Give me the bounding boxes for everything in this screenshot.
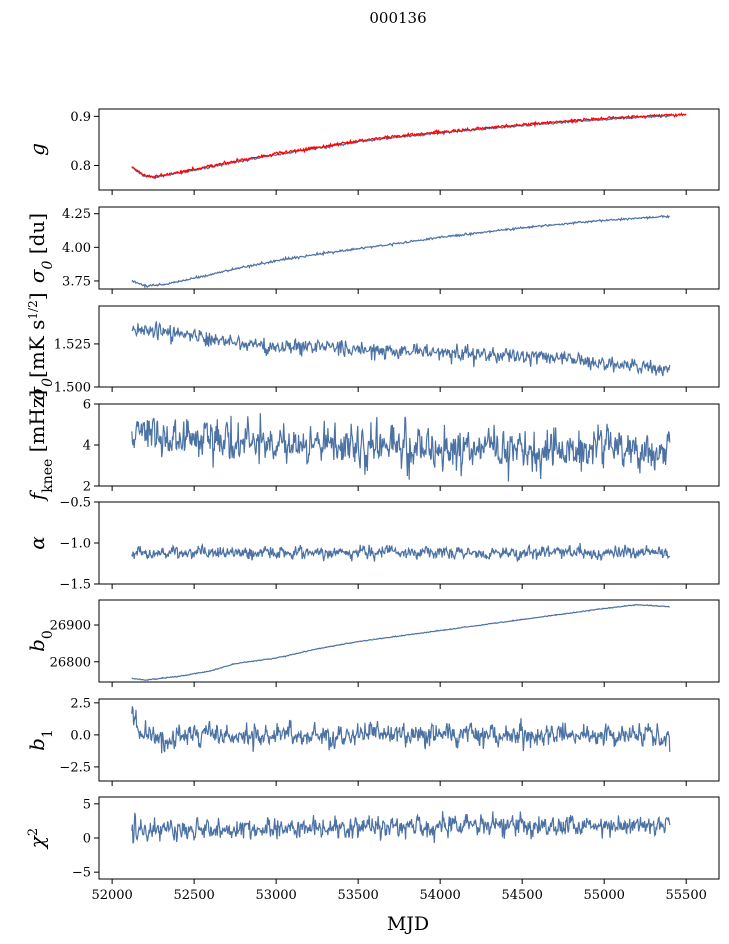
- y-tick-label-alpha: −1.5: [59, 578, 91, 593]
- y-tick-label-b1: 0.0: [70, 728, 91, 743]
- panels: 0.8 0.9 g 3.75 4.00 4.25 σ0 [du] 1.500 1.525σ0[m…: [25, 108, 720, 903]
- y-tick-label-fknee: 6: [83, 398, 91, 413]
- series-line-sigma0-du: [131, 214, 670, 289]
- x-tick-label: 52500: [173, 888, 214, 903]
- series-line-b1: [131, 706, 671, 754]
- y-tick-label-chi2: 0: [83, 832, 91, 847]
- y-tick-label-sigma0-du: 4.00: [62, 241, 91, 256]
- x-tick-label: 55000: [584, 888, 625, 903]
- x-tick-label: 54500: [501, 888, 542, 903]
- series-line-g-overlay: [131, 112, 687, 180]
- x-tick-label: 52000: [91, 888, 132, 903]
- y-tick-label-chi2: 5: [83, 797, 91, 812]
- panel-sigma0-du: 3.75 4.00 4.25 σ0 [du]: [25, 206, 720, 294]
- panel-fknee: 2 4 6 fknee [mHz]: [25, 390, 720, 502]
- axes-frame-sigma0-du: [98, 206, 720, 290]
- y-tick-label-chi2: −5: [72, 866, 91, 881]
- series-line-b0: [131, 604, 670, 682]
- series-line-alpha: [131, 542, 671, 563]
- axes-frame-g: [98, 108, 720, 191]
- y-tick-label-g: 0.8: [70, 159, 91, 174]
- y-tick-label-b1: −2.5: [59, 760, 91, 775]
- x-axis-label: MJD: [387, 913, 429, 935]
- y-axis-label-sigma0-mk: σ0[mK s1/2]: [25, 292, 56, 400]
- series-line-sigma0-mk: [131, 321, 671, 377]
- axes-frame-b0: [98, 599, 720, 683]
- x-tick-label: 53500: [337, 888, 378, 903]
- panel-g: 0.8 0.9 g: [25, 108, 720, 195]
- x-tick-label: 55500: [666, 888, 707, 903]
- y-tick-label-g: 0.9: [70, 110, 91, 125]
- x-tick-label: 54000: [419, 888, 460, 903]
- y-tick-label-alpha: −1.0: [59, 537, 91, 552]
- panel-alpha: −1.5 −1.0 −0.5 α: [25, 496, 720, 593]
- y-tick-label-b0: 26800: [50, 655, 91, 670]
- y-axis-label-b0: b0: [25, 630, 56, 652]
- figure-title: 000136: [369, 9, 426, 27]
- x-tick-label: 53000: [255, 888, 296, 903]
- axes-frame-sigma0-mk: [98, 305, 720, 388]
- y-tick-label-fknee: 2: [83, 480, 91, 495]
- series-line-chi2: [131, 811, 671, 844]
- y-tick-label-sigma0-mk: 1.500: [54, 381, 91, 396]
- axes-frame-alpha: [98, 501, 720, 585]
- y-axis-label-g: g: [25, 143, 49, 156]
- y-axis-label-fknee: fknee [mHz]: [25, 390, 56, 502]
- y-tick-label-alpha: −0.5: [59, 496, 91, 511]
- y-tick-label-sigma0-du: 4.25: [62, 207, 91, 222]
- panel-chi2: −5 0 5 52000 52500 53000 53500 54000 54500 55000 5…: [25, 796, 720, 903]
- y-axis-label-b1: b1: [25, 729, 56, 751]
- y-tick-label-b0: 26900: [50, 619, 91, 634]
- axes-frame-chi2: [98, 796, 720, 880]
- y-tick-label-sigma0-mk: 1.525: [54, 337, 91, 352]
- panel-b1: −2.5 0.0 2.5 b1: [25, 696, 720, 786]
- series-line-g: [131, 114, 671, 180]
- axes-frame-b1: [98, 698, 720, 782]
- y-axis-label-alpha: α: [25, 536, 49, 550]
- series-line-fknee: [131, 413, 671, 482]
- y-axis-label-sigma0-du: σ0 [du]: [25, 213, 56, 283]
- y-tick-label-sigma0-du: 3.75: [62, 274, 91, 289]
- y-tick-label-fknee: 4: [83, 439, 91, 454]
- y-axis-label-chi2: χ2: [25, 828, 49, 850]
- y-tick-label-b1: 2.5: [70, 696, 91, 711]
